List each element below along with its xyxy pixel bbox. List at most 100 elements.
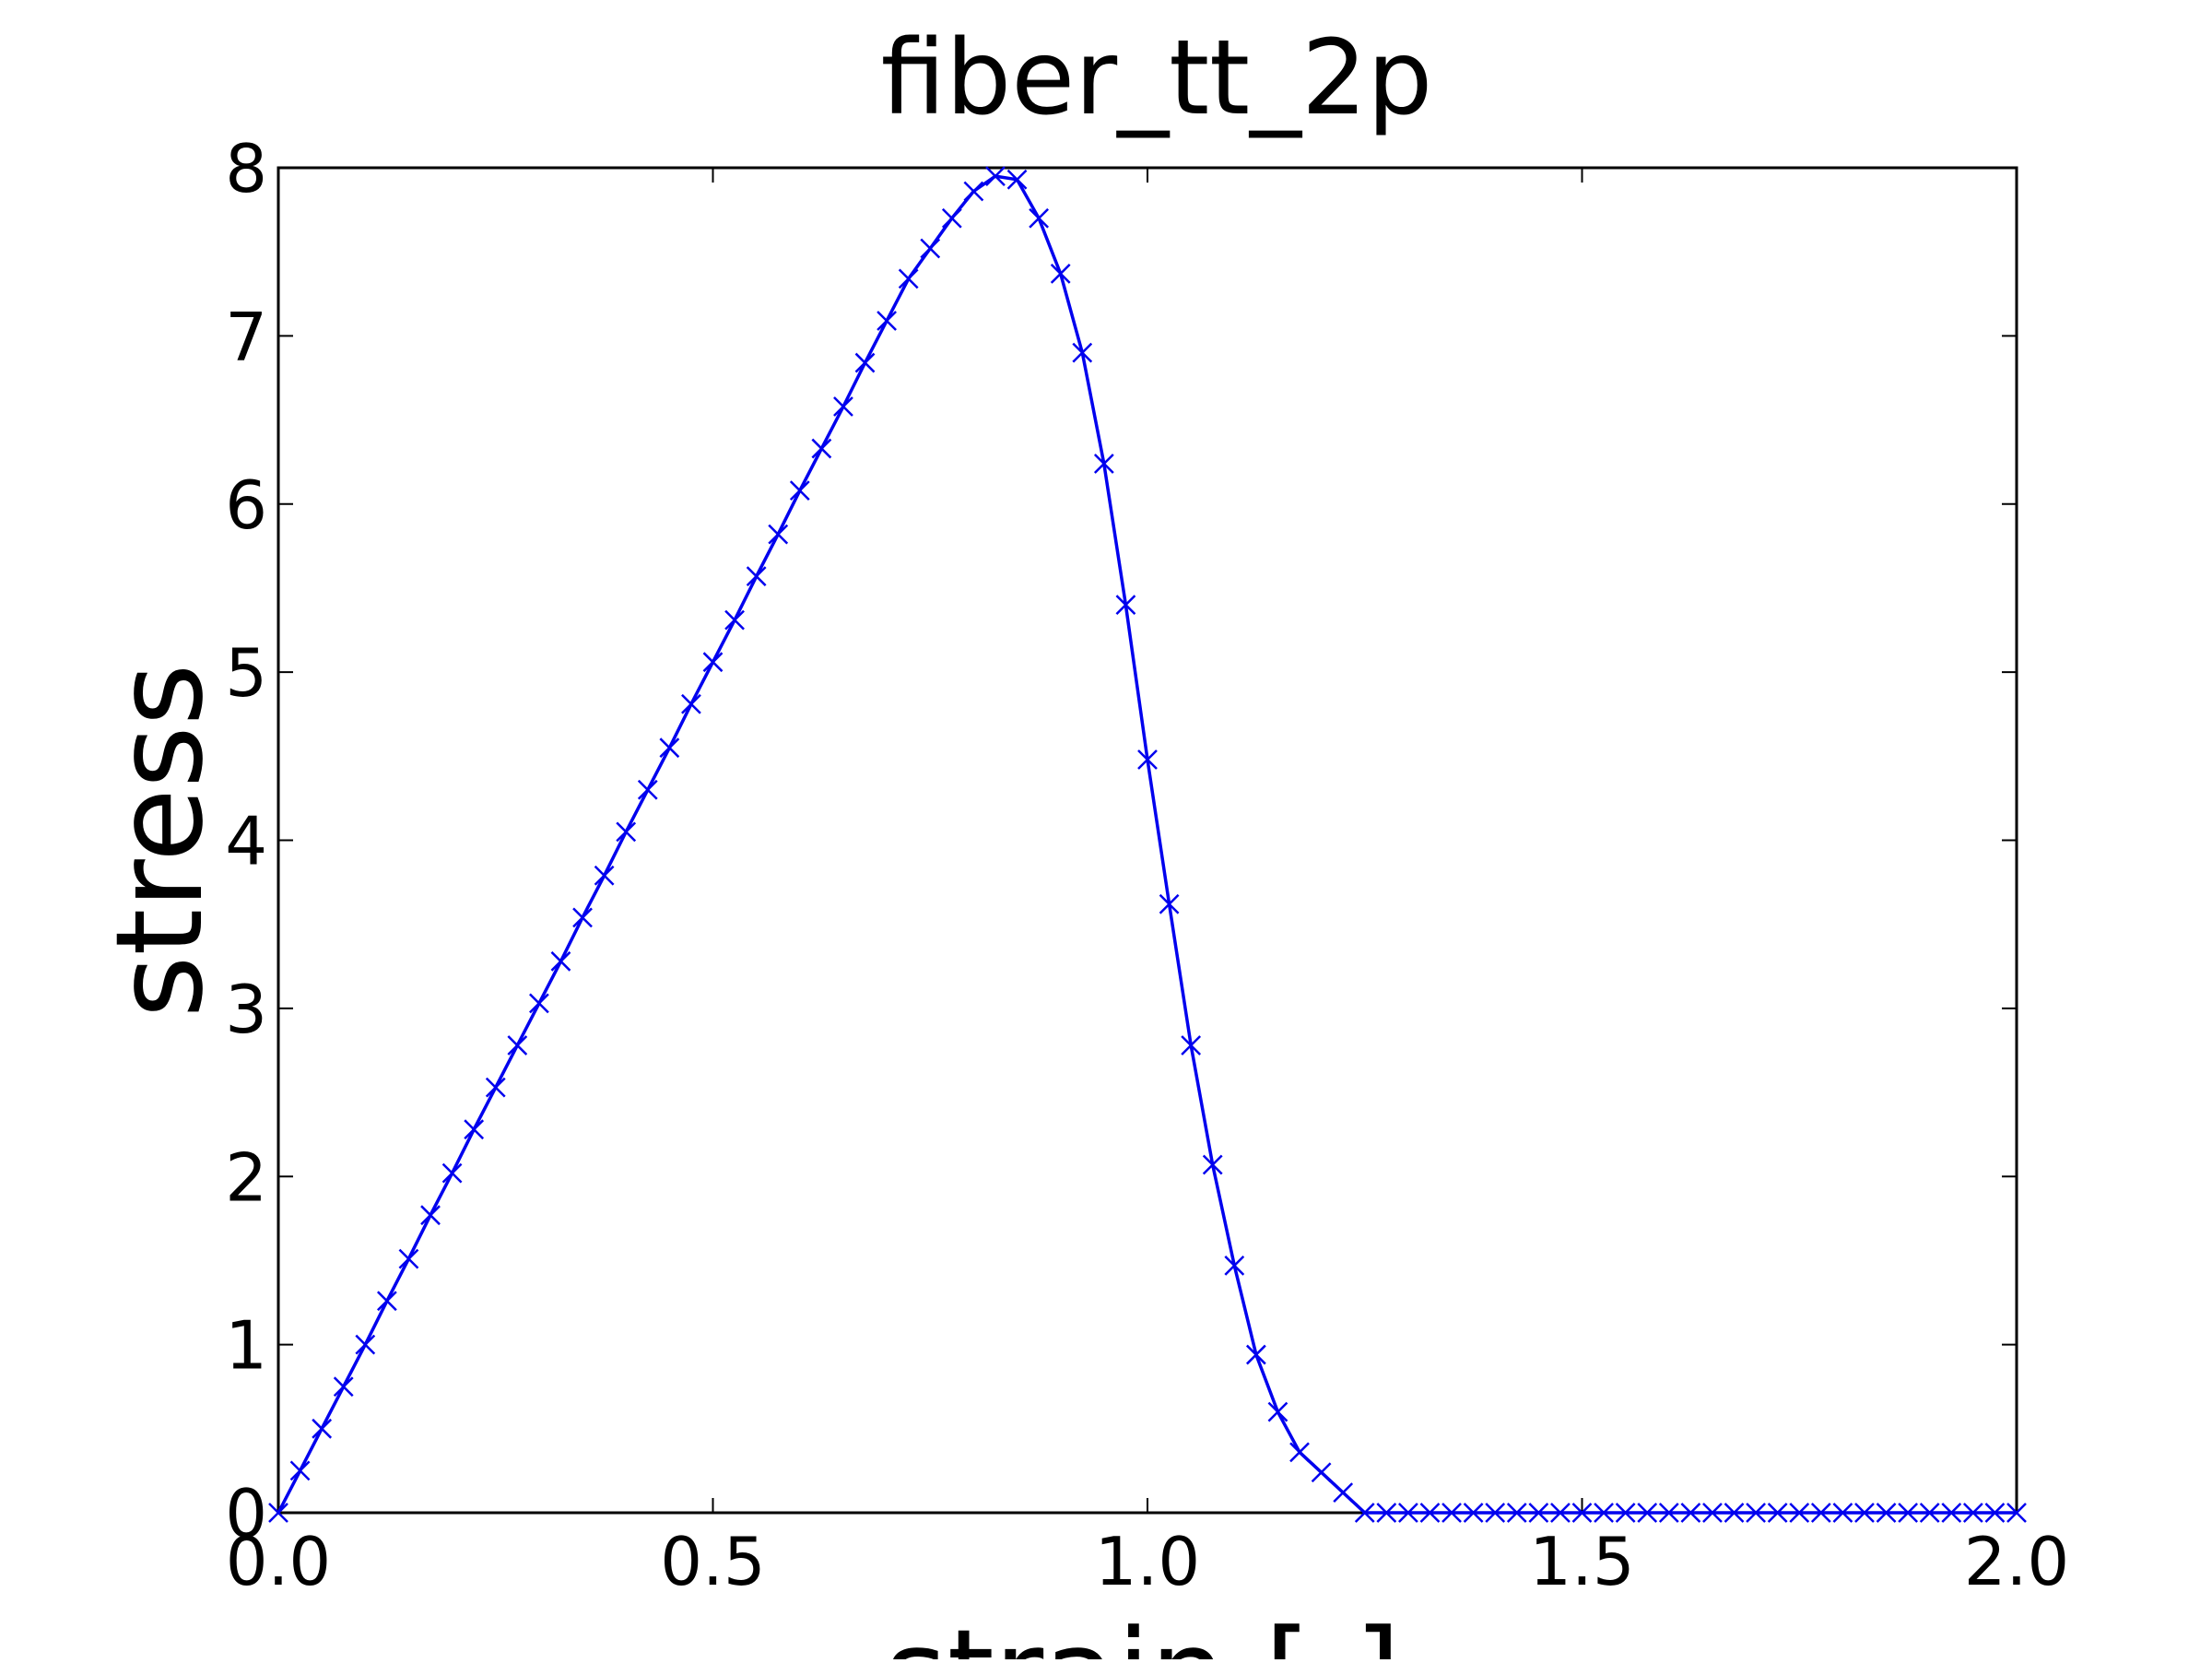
data-point-marker <box>616 821 637 843</box>
y-tick-label: 2 <box>225 1138 267 1216</box>
data-point-marker <box>854 352 876 373</box>
data-point-marker <box>1767 1503 1788 1523</box>
x-tick-label: 1.0 <box>1095 1523 1201 1600</box>
data-point-marker <box>398 1248 419 1269</box>
data-point-marker <box>1159 893 1180 914</box>
data-point-marker <box>1810 1503 1831 1523</box>
data-point-marker <box>289 1460 311 1481</box>
data-point-marker <box>985 166 1006 187</box>
data-point-marker <box>355 1334 376 1355</box>
x-tick-label: 1.5 <box>1529 1523 1635 1600</box>
data-point-marker <box>1594 1503 1614 1523</box>
data-point-marker <box>1202 1154 1223 1175</box>
data-point-marker <box>1224 1256 1245 1276</box>
data-point-marker <box>1876 1503 1897 1523</box>
data-point-marker <box>268 1503 288 1523</box>
data-point-marker <box>681 693 701 714</box>
data-point-marker <box>1571 1503 1593 1523</box>
chart-title: fiber_tt_2p <box>881 18 1433 138</box>
data-point-marker <box>1854 1503 1875 1523</box>
data-point-marker <box>1463 1503 1484 1523</box>
data-point-marker <box>746 566 767 587</box>
data-point-marker <box>1746 1503 1766 1523</box>
y-tick-label: 3 <box>225 971 267 1048</box>
y-tick-label: 5 <box>225 634 267 712</box>
y-tick-label: 4 <box>225 803 267 880</box>
data-point-marker <box>659 737 680 759</box>
data-point-marker <box>1984 1503 2006 1523</box>
data-point-marker <box>333 1376 354 1398</box>
data-point-marker <box>312 1418 333 1439</box>
data-point-marker <box>1093 454 1114 474</box>
data-point-marker <box>1006 169 1028 190</box>
data-point-marker <box>1245 1344 1266 1365</box>
data-point-marker <box>920 238 941 259</box>
data-point-marker <box>2006 1503 2027 1523</box>
data-point-marker <box>529 993 549 1014</box>
y-tick-label: 0 <box>225 1475 267 1552</box>
plot-area: 0.0 0.5 1.0 1.5 2.0 0 1 2 3 4 5 6 7 8 <box>225 130 2069 1600</box>
data-point-marker <box>1724 1503 1745 1523</box>
x-tick-label: 0.0 <box>226 1523 332 1600</box>
data-point-marker <box>1376 1503 1397 1523</box>
data-point-marker <box>811 438 832 459</box>
data-point-marker <box>963 181 984 202</box>
data-point-marker <box>1181 1035 1202 1056</box>
data-point-marker <box>464 1119 485 1140</box>
data-point-marker <box>1898 1503 1919 1523</box>
data-point-marker <box>941 207 962 229</box>
data-point-marker <box>702 652 724 673</box>
data-point-marker <box>550 950 571 972</box>
data-point-marker <box>1115 595 1136 616</box>
data-point-marker <box>1658 1503 1679 1523</box>
data-point-marker <box>833 396 853 417</box>
data-point-marker <box>1637 1503 1658 1523</box>
data-point-marker <box>420 1205 441 1226</box>
data-point-marker <box>1029 207 1050 229</box>
data-point-marker <box>1506 1503 1527 1523</box>
data-point-marker <box>1485 1503 1506 1523</box>
series-line <box>276 174 2017 1515</box>
data-point-marker <box>1333 1482 1354 1503</box>
data-point-marker <box>1919 1503 1940 1523</box>
data-point-marker <box>1289 1442 1310 1463</box>
data-point-marker <box>1072 342 1093 363</box>
data-point-marker <box>877 311 897 331</box>
data-point-marker <box>1702 1503 1723 1523</box>
data-point-marker <box>1311 1462 1332 1483</box>
data-point-marker <box>507 1035 528 1056</box>
data-point-marker <box>789 480 810 501</box>
data-point-marker <box>1528 1503 1549 1523</box>
data-point-marker <box>572 907 593 928</box>
data-point-marker <box>1789 1503 1810 1523</box>
y-tick-label: 1 <box>225 1307 267 1385</box>
data-point-marker <box>768 524 789 545</box>
data-point-marker <box>1680 1503 1701 1523</box>
data-point-marker <box>1354 1503 1375 1523</box>
x-axis-label: strain [-] <box>885 1603 1401 1659</box>
data-point-marker <box>1419 1503 1441 1523</box>
data-point-marker <box>1615 1503 1636 1523</box>
data-point-marker <box>1832 1503 1853 1523</box>
data-point-marker <box>1137 749 1158 770</box>
data-point-marker <box>376 1291 397 1312</box>
data-point-marker <box>1398 1503 1418 1523</box>
data-point-marker <box>594 865 615 886</box>
data-point-marker <box>898 268 919 289</box>
data-point-marker <box>637 779 658 800</box>
y-tick-label: 8 <box>225 130 267 207</box>
data-point-marker <box>1550 1503 1571 1523</box>
data-point-marker <box>1267 1401 1288 1422</box>
y-tick-label: 7 <box>225 298 267 375</box>
data-point-marker <box>1941 1503 1962 1523</box>
x-tick-label: 2.0 <box>1964 1523 2070 1600</box>
y-axis-label: stress <box>89 664 229 1019</box>
data-point-marker <box>441 1162 463 1184</box>
data-point-marker <box>1962 1503 1983 1523</box>
x-tick-label: 0.5 <box>660 1523 766 1600</box>
plot-frame <box>276 166 2018 1515</box>
data-point-marker <box>1441 1503 1462 1523</box>
data-point-marker <box>724 609 745 631</box>
